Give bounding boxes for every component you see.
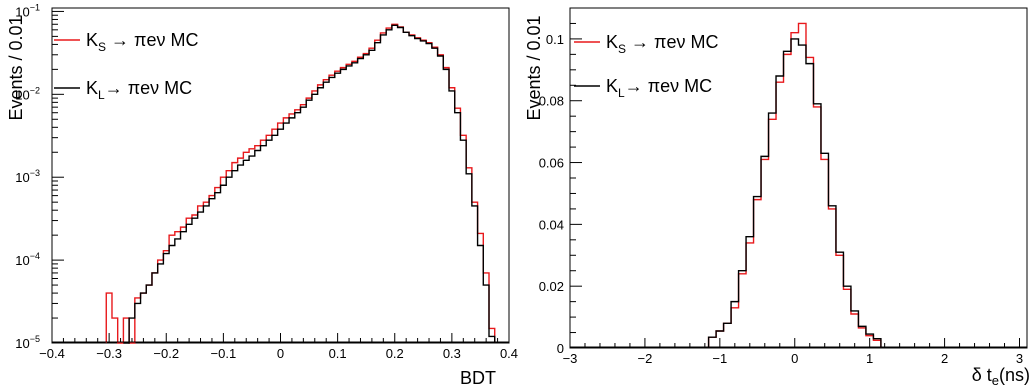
y-tick-label: 0.1 [546, 32, 564, 47]
legend-label: KS → πeν MC [606, 32, 718, 56]
y-tick-label: 10−3 [15, 168, 40, 185]
x-tick-label: −0.2 [153, 346, 179, 361]
legend-label: KL→ πeν MC [606, 76, 712, 100]
x-tick-label: 0.4 [500, 346, 518, 361]
histogram-kl [707, 38, 882, 348]
x-tick-label: −0.4 [39, 346, 65, 361]
y-axis-title: Events / 0.01 [524, 15, 544, 120]
x-tick-label: 0.3 [443, 346, 461, 361]
x-tick-label: 2 [941, 351, 948, 366]
histogram-ks [707, 22, 882, 348]
x-tick-label: 0 [277, 346, 284, 361]
legend-label: KS → πeν MC [86, 30, 198, 54]
y-tick-label: 10−2 [15, 85, 40, 102]
x-tick-label: 0 [791, 351, 798, 366]
histogram-ks [105, 23, 496, 344]
y-tick-label: 0.04 [539, 217, 564, 232]
y-tick-label: 10−1 [15, 2, 40, 19]
bdt-panel: −0.4 −0.3 −0.2 −0.1 0 0.1 0.2 0.3 0.4 10−5 10−4 10−… [6, 2, 518, 388]
y-tick-label: 0.02 [539, 279, 564, 294]
y-tick-label: 10−5 [15, 334, 40, 351]
x-tick-label: 3 [1016, 351, 1023, 366]
y-tick-label: 0 [557, 341, 564, 356]
x-tick-label: 0.1 [329, 346, 347, 361]
x-tick-label: −2 [638, 351, 653, 366]
x-axis-title: δ te(ns) [972, 365, 1030, 388]
plot-frame [51, 7, 510, 344]
x-tick-label: −0.1 [211, 346, 237, 361]
x-axis-title: BDT [460, 368, 496, 388]
plot-frame [569, 7, 1028, 349]
y-tick-label: 10−4 [15, 251, 40, 268]
y-axis-title: Events / 0.01 [6, 15, 26, 120]
y-tick-label: 0.06 [539, 156, 564, 171]
x-tick-label: 1 [866, 351, 873, 366]
x-tick-label: −1 [712, 351, 727, 366]
x-tick-label: −3 [563, 351, 578, 366]
histogram-kl [123, 24, 496, 344]
y-tick-label: 0.08 [539, 94, 564, 109]
x-tick-label: 0.2 [386, 346, 404, 361]
legend-label: KL→ πeν MC [86, 78, 192, 102]
x-tick-label: −0.3 [96, 346, 122, 361]
